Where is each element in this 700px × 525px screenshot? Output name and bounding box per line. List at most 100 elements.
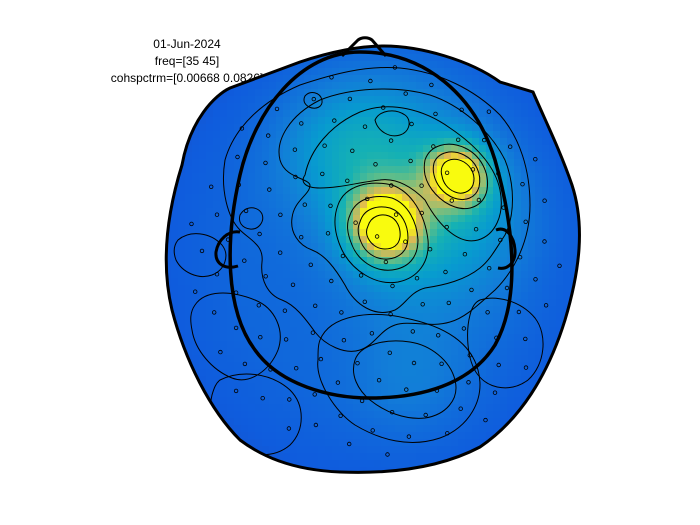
heat-cell xyxy=(171,110,179,118)
heat-cell xyxy=(388,68,396,76)
heat-cell xyxy=(227,446,235,454)
heat-cell xyxy=(472,131,480,139)
heat-cell xyxy=(542,390,550,398)
heat-cell xyxy=(570,110,578,118)
heat-cell xyxy=(297,47,305,55)
heat-cell xyxy=(318,362,326,370)
heat-cell xyxy=(416,131,424,139)
heat-cell xyxy=(535,173,543,181)
heat-cell xyxy=(185,208,193,216)
heat-cell xyxy=(360,173,368,181)
heat-cell xyxy=(598,103,606,111)
heat-cell xyxy=(227,166,235,174)
heat-cell xyxy=(269,54,277,62)
heat-cell xyxy=(465,432,473,440)
heat-cell xyxy=(507,327,515,335)
heat-cell xyxy=(283,467,291,473)
heat-cell xyxy=(332,159,340,167)
heat-cell xyxy=(570,467,578,473)
heat-cell xyxy=(241,243,249,251)
electrode-marker xyxy=(239,126,245,131)
heat-cell xyxy=(458,47,466,55)
heat-cell xyxy=(381,467,389,473)
heat-cell xyxy=(458,278,466,286)
heat-cell xyxy=(535,327,543,335)
heat-cell xyxy=(409,404,417,412)
heat-cell xyxy=(493,173,501,181)
heat-cell xyxy=(283,96,291,104)
heat-cell xyxy=(304,110,312,118)
heat-cell xyxy=(150,383,158,391)
heat-cell xyxy=(416,187,424,195)
heat-cell xyxy=(395,201,403,209)
electrode-marker xyxy=(444,224,449,230)
electrode-marker xyxy=(543,303,549,308)
heat-cell xyxy=(451,201,459,209)
heat-cell xyxy=(458,390,466,398)
heat-cell xyxy=(458,222,466,230)
heat-cell xyxy=(395,180,403,188)
heat-cell xyxy=(381,306,389,314)
heat-cell xyxy=(521,425,529,433)
heat-cell xyxy=(318,383,326,391)
heat-cell xyxy=(430,46,438,48)
heat-cell xyxy=(549,327,557,335)
heat-cell xyxy=(486,306,494,314)
heat-cell xyxy=(248,243,256,251)
heat-cell xyxy=(374,453,382,461)
heat-cell xyxy=(297,397,305,405)
heat-cell xyxy=(381,390,389,398)
heat-cell xyxy=(297,82,305,90)
heat-cell xyxy=(311,369,319,377)
heat-cell xyxy=(528,124,536,132)
electrode-marker xyxy=(411,360,417,366)
heat-cell xyxy=(248,376,256,384)
heat-cell xyxy=(199,334,207,342)
contour-line xyxy=(347,196,419,271)
heat-cell xyxy=(591,299,599,307)
heat-cell xyxy=(374,474,382,482)
heat-cell xyxy=(234,159,242,167)
heat-cell xyxy=(227,89,235,97)
heat-cell xyxy=(360,236,368,244)
heat-cell xyxy=(213,376,221,384)
heat-cell xyxy=(549,96,557,104)
heat-cell xyxy=(346,89,354,97)
heat-cell xyxy=(234,166,242,174)
heat-cell xyxy=(430,404,438,412)
heat-cell xyxy=(192,187,200,195)
electrode-marker xyxy=(368,78,373,84)
heat-cell xyxy=(367,131,375,139)
heat-cell xyxy=(192,257,200,265)
heat-cell xyxy=(416,474,424,482)
heat-cell xyxy=(248,334,256,342)
heat-cell xyxy=(164,474,172,482)
heat-cell xyxy=(332,138,340,146)
heat-cell xyxy=(213,96,221,104)
heat-cell xyxy=(437,453,445,461)
heat-cell xyxy=(234,334,242,342)
heat-cell xyxy=(283,348,291,356)
heat-cell xyxy=(150,355,158,363)
heat-cell xyxy=(318,474,326,482)
heat-cell xyxy=(549,362,557,370)
heat-cell xyxy=(416,460,424,468)
heat-cell xyxy=(220,110,228,118)
heat-cell xyxy=(262,467,270,473)
heat-cell xyxy=(360,453,368,461)
heat-cell xyxy=(556,110,564,118)
heat-cell xyxy=(409,285,417,293)
heat-cell xyxy=(493,124,501,132)
heat-cell xyxy=(584,355,592,363)
heat-cell xyxy=(227,110,235,118)
heat-cell xyxy=(353,257,361,265)
heat-cell xyxy=(493,229,501,237)
heat-cell xyxy=(563,61,571,69)
heat-cell xyxy=(598,264,606,272)
heat-cell xyxy=(451,418,459,426)
heat-cell xyxy=(269,152,277,160)
heat-cell xyxy=(577,61,580,69)
heat-cell xyxy=(563,124,571,132)
heat-cell xyxy=(479,425,487,433)
heat-cell xyxy=(346,306,354,314)
